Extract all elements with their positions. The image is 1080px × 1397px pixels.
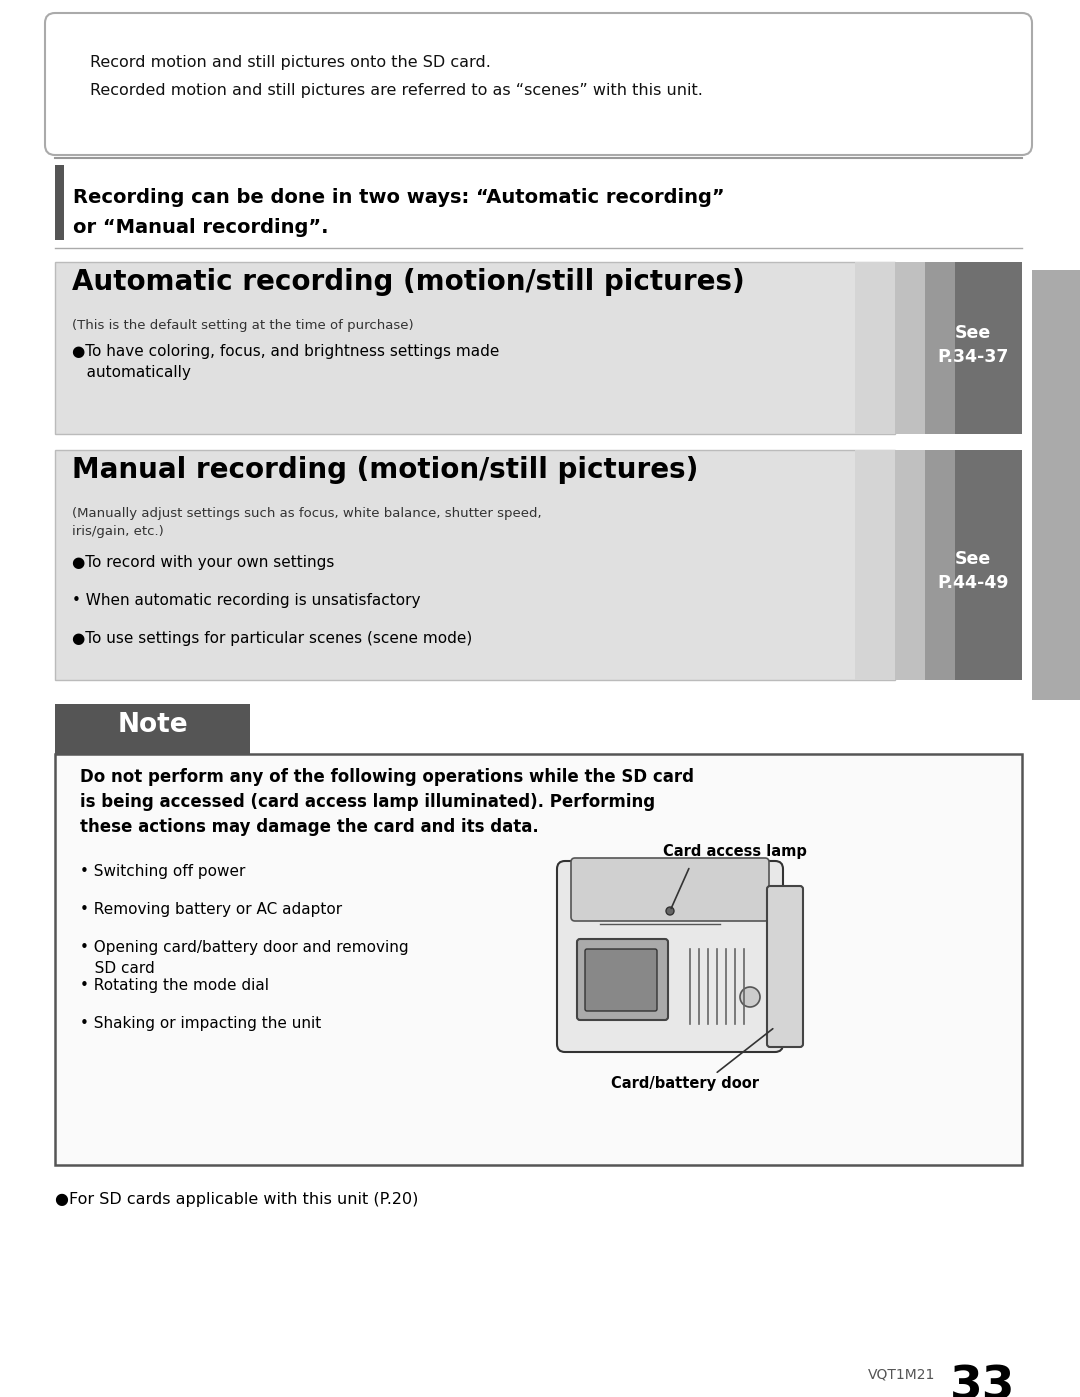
Text: Note: Note	[118, 712, 188, 738]
Text: • Rotating the mode dial: • Rotating the mode dial	[80, 978, 269, 993]
Bar	[955, 263, 1022, 434]
FancyBboxPatch shape	[571, 858, 769, 921]
FancyBboxPatch shape	[557, 861, 783, 1052]
FancyBboxPatch shape	[45, 13, 1032, 155]
Bar	[55, 450, 895, 680]
Text: 33: 33	[949, 1365, 1015, 1397]
Text: Card/battery door: Card/battery door	[611, 1076, 759, 1091]
Bar	[855, 450, 895, 680]
Text: or “Manual recording”.: or “Manual recording”.	[73, 218, 328, 237]
Text: VQT1M21: VQT1M21	[867, 1368, 935, 1382]
Bar	[924, 263, 955, 434]
Text: Do not perform any of the following operations while the SD card
is being access: Do not perform any of the following oper…	[80, 768, 694, 835]
Text: • Removing battery or AC adaptor: • Removing battery or AC adaptor	[80, 902, 342, 916]
Text: ●To have coloring, focus, and brightness settings made
   automatically: ●To have coloring, focus, and brightness…	[72, 344, 499, 380]
Text: Record motion and still pictures onto the SD card.: Record motion and still pictures onto th…	[90, 54, 491, 70]
Text: See
P.34-37: See P.34-37	[937, 324, 1009, 366]
FancyBboxPatch shape	[767, 886, 804, 1046]
Bar	[55, 165, 64, 240]
Text: • Switching off power: • Switching off power	[80, 863, 245, 879]
Text: • Shaking or impacting the unit: • Shaking or impacting the unit	[80, 1016, 321, 1031]
Bar	[55, 263, 895, 434]
Text: See
P.44-49: See P.44-49	[937, 550, 1009, 591]
Text: (This is the default setting at the time of purchase): (This is the default setting at the time…	[72, 319, 414, 332]
Text: Manual recording (motion/still pictures): Manual recording (motion/still pictures)	[72, 455, 699, 483]
FancyBboxPatch shape	[585, 949, 657, 1011]
Text: ●To use settings for particular scenes (scene mode): ●To use settings for particular scenes (…	[72, 631, 472, 645]
Text: Automatic recording (motion/still pictures): Automatic recording (motion/still pictur…	[72, 268, 745, 296]
Circle shape	[740, 988, 760, 1007]
Bar	[895, 450, 924, 680]
Bar	[924, 450, 955, 680]
Text: Recorded motion and still pictures are referred to as “scenes” with this unit.: Recorded motion and still pictures are r…	[90, 82, 703, 98]
Text: (Manually adjust settings such as focus, white balance, shutter speed,
iris/gain: (Manually adjust settings such as focus,…	[72, 507, 542, 538]
Text: ●To record with your own settings: ●To record with your own settings	[72, 555, 335, 570]
Circle shape	[666, 907, 674, 915]
Bar	[55, 704, 249, 754]
Text: • When automatic recording is unsatisfactory: • When automatic recording is unsatisfac…	[72, 592, 420, 608]
Bar	[955, 450, 1022, 680]
Text: • Opening card/battery door and removing
   SD card: • Opening card/battery door and removing…	[80, 940, 408, 977]
FancyBboxPatch shape	[577, 939, 669, 1020]
Text: ●For SD cards applicable with this unit (P.20): ●For SD cards applicable with this unit …	[55, 1192, 418, 1207]
FancyBboxPatch shape	[55, 754, 1022, 1165]
Bar	[895, 263, 924, 434]
Text: Recording can be done in two ways: “Automatic recording”: Recording can be done in two ways: “Auto…	[73, 189, 725, 207]
Bar	[855, 263, 895, 434]
Text: Card access lamp: Card access lamp	[663, 844, 807, 859]
Bar	[1032, 270, 1080, 700]
